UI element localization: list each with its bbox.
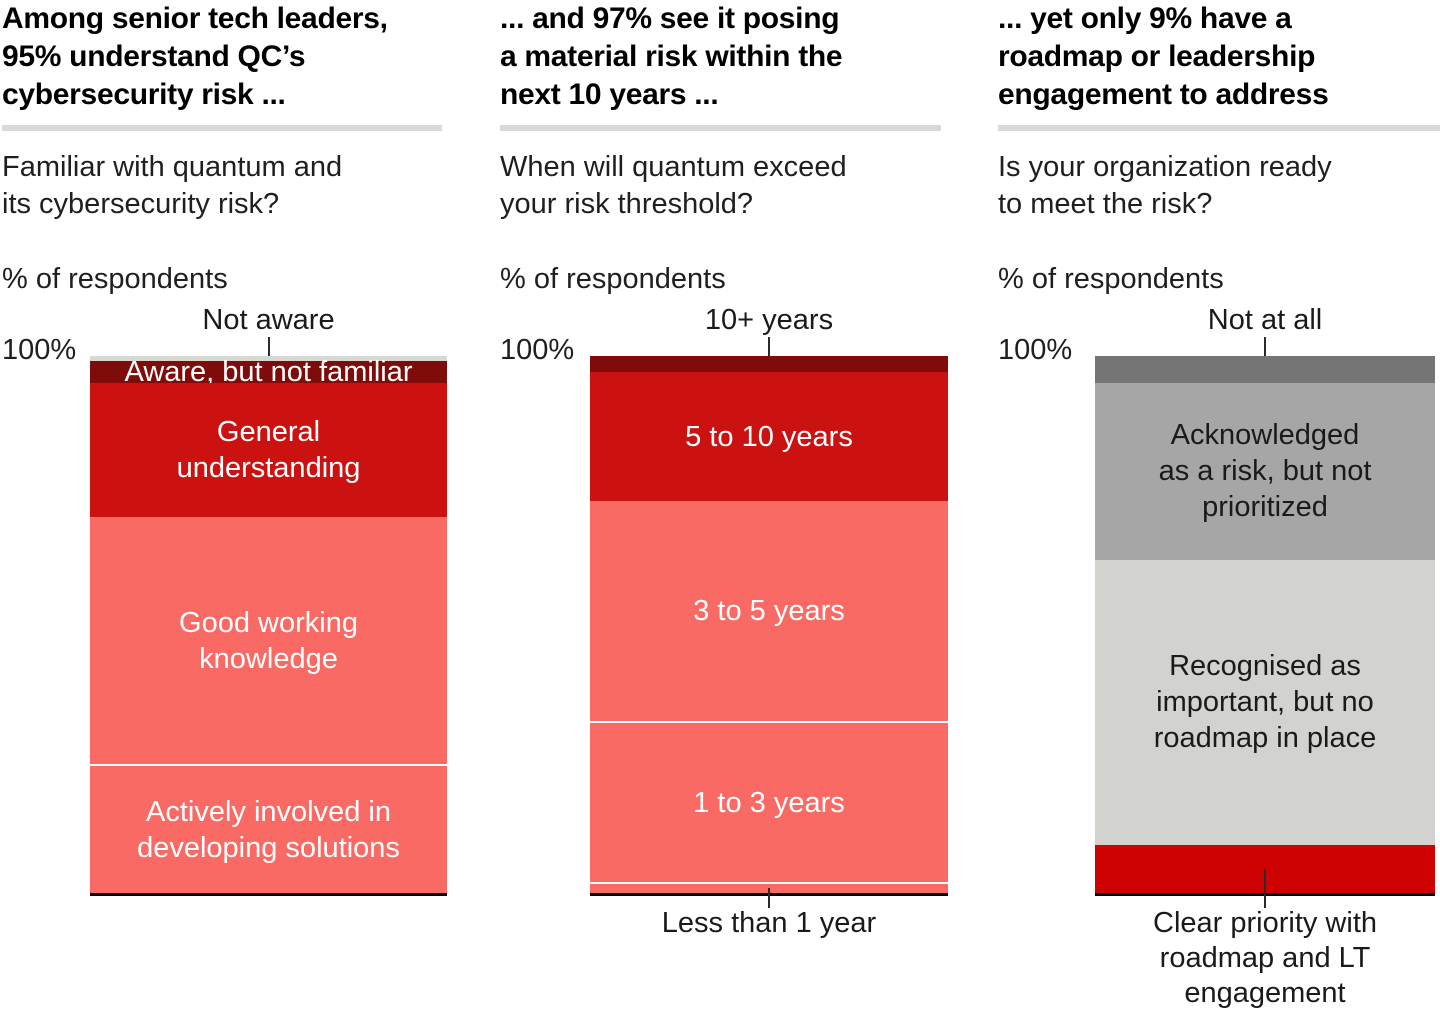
callout-tick-clear-priority-with: [1264, 868, 1266, 908]
panel-readiness: ... yet only 9% have a roadmap or leader…: [998, 0, 1440, 1013]
panel-familiarity: Among senior tech leaders, 95% understan…: [2, 0, 447, 1013]
segment-label-recognised-as: Recognised as important, but no roadmap …: [1153, 650, 1377, 755]
panel-risk-threshold: ... and 97% see it posing a material ris…: [500, 0, 948, 1013]
segment-label-3-to-5-years: 3 to 5 years: [693, 595, 845, 628]
panel-question: Familiar with quantum and its cybersecur…: [2, 151, 343, 220]
segment-label-aware-but-not-familiar: Aware, but not familiar: [124, 356, 413, 389]
callout-label-not-at-all: Not at all: [1207, 304, 1323, 336]
bar-segment-recognised-as: Recognised as important, but no roadmap …: [1095, 560, 1435, 845]
callout-tick-10+-years: [768, 337, 770, 356]
segment-label-acknowledged: Acknowledged as a risk, but not prioriti…: [1158, 419, 1372, 524]
callout-label-less-than-1-year: Less than 1 year: [661, 907, 877, 939]
headline-rule: [500, 125, 941, 131]
bar-segment-aware-but-not-familiar: Aware, but not familiar: [90, 356, 447, 388]
segment-label-actively-involved-in: Actively involved in developing solution…: [137, 795, 400, 864]
bar-segment-3-to-5-years: 3 to 5 years: [590, 500, 948, 722]
callout-label-clear-priority-with: Clear priority with roadmap and LT engag…: [1153, 907, 1377, 1009]
panel-headline: Among senior tech leaders, 95% understan…: [2, 2, 388, 111]
segment-label-1-to-3-years: 1 to 3 years: [693, 786, 845, 819]
panel-headline: ... yet only 9% have a roadmap or leader…: [998, 2, 1329, 111]
bar-segment-not-at-all: [1095, 356, 1435, 383]
panel-headline: ... and 97% see it posing a material ris…: [500, 2, 843, 111]
bar-segment-not-aware: [90, 356, 447, 362]
bar-segment-good-working: Good working knowledge: [90, 517, 447, 765]
stacked-bar-risk-threshold: 5 to 10 years 3 to 5 years 1 to 3 years: [590, 356, 948, 893]
unit-label: % of respondents: [998, 263, 1224, 295]
segment-label-good-working: Good working knowledge: [179, 606, 358, 675]
segment-label-5-to-10-years: 5 to 10 years: [685, 420, 853, 453]
callout-label-not-aware: Not aware: [202, 304, 335, 336]
callout-label-10+-years: 10+ years: [704, 304, 834, 336]
bar-segment-acknowledged: Acknowledged as a risk, but not prioriti…: [1095, 382, 1435, 561]
callout-tick-not-at-all: [1264, 337, 1266, 356]
unit-label: % of respondents: [500, 263, 726, 295]
segment-label-general: General understanding: [176, 415, 361, 484]
bar-segment-less-than-1-year: [590, 882, 948, 893]
axis-100-label: 100%: [2, 334, 77, 366]
x-axis-line: [90, 893, 447, 896]
stacked-bar-familiarity: Aware, but not familiar General understan…: [90, 356, 447, 893]
unit-label: % of respondents: [2, 263, 228, 295]
stacked-bar-readiness: Acknowledged as a risk, but not prioriti…: [1095, 356, 1435, 893]
callout-tick-not-aware: [267, 337, 270, 356]
panel-question: Is your organization ready to meet the r…: [998, 151, 1332, 220]
headline-rule: [2, 125, 442, 131]
bar-segment-10+-years: [590, 356, 948, 373]
axis-100-label: 100%: [998, 334, 1073, 366]
headline-rule: [998, 125, 1440, 131]
bar-segment-5-to-10-years: 5 to 10 years: [590, 372, 948, 501]
panel-question: When will quantum exceed your risk thres…: [500, 151, 847, 220]
axis-100-label: 100%: [500, 334, 575, 366]
bar-segment-1-to-3-years: 1 to 3 years: [590, 721, 948, 883]
callout-tick-less-than-1-year: [768, 887, 770, 908]
bar-segment-general: General understanding: [90, 382, 447, 518]
bar-segment-actively-involved-in: Actively involved in developing solution…: [90, 764, 447, 893]
